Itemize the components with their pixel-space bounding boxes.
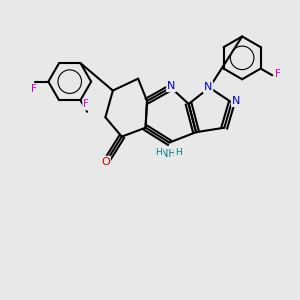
Text: F: F: [83, 99, 89, 109]
Text: F: F: [31, 84, 37, 94]
Text: O: O: [101, 157, 110, 167]
Text: N: N: [232, 96, 240, 106]
Text: N: N: [167, 81, 176, 91]
Text: NH₂: NH₂: [160, 149, 179, 159]
Text: H: H: [155, 148, 162, 158]
Text: H: H: [175, 148, 181, 158]
Text: N: N: [204, 82, 212, 92]
Text: F: F: [275, 69, 281, 79]
